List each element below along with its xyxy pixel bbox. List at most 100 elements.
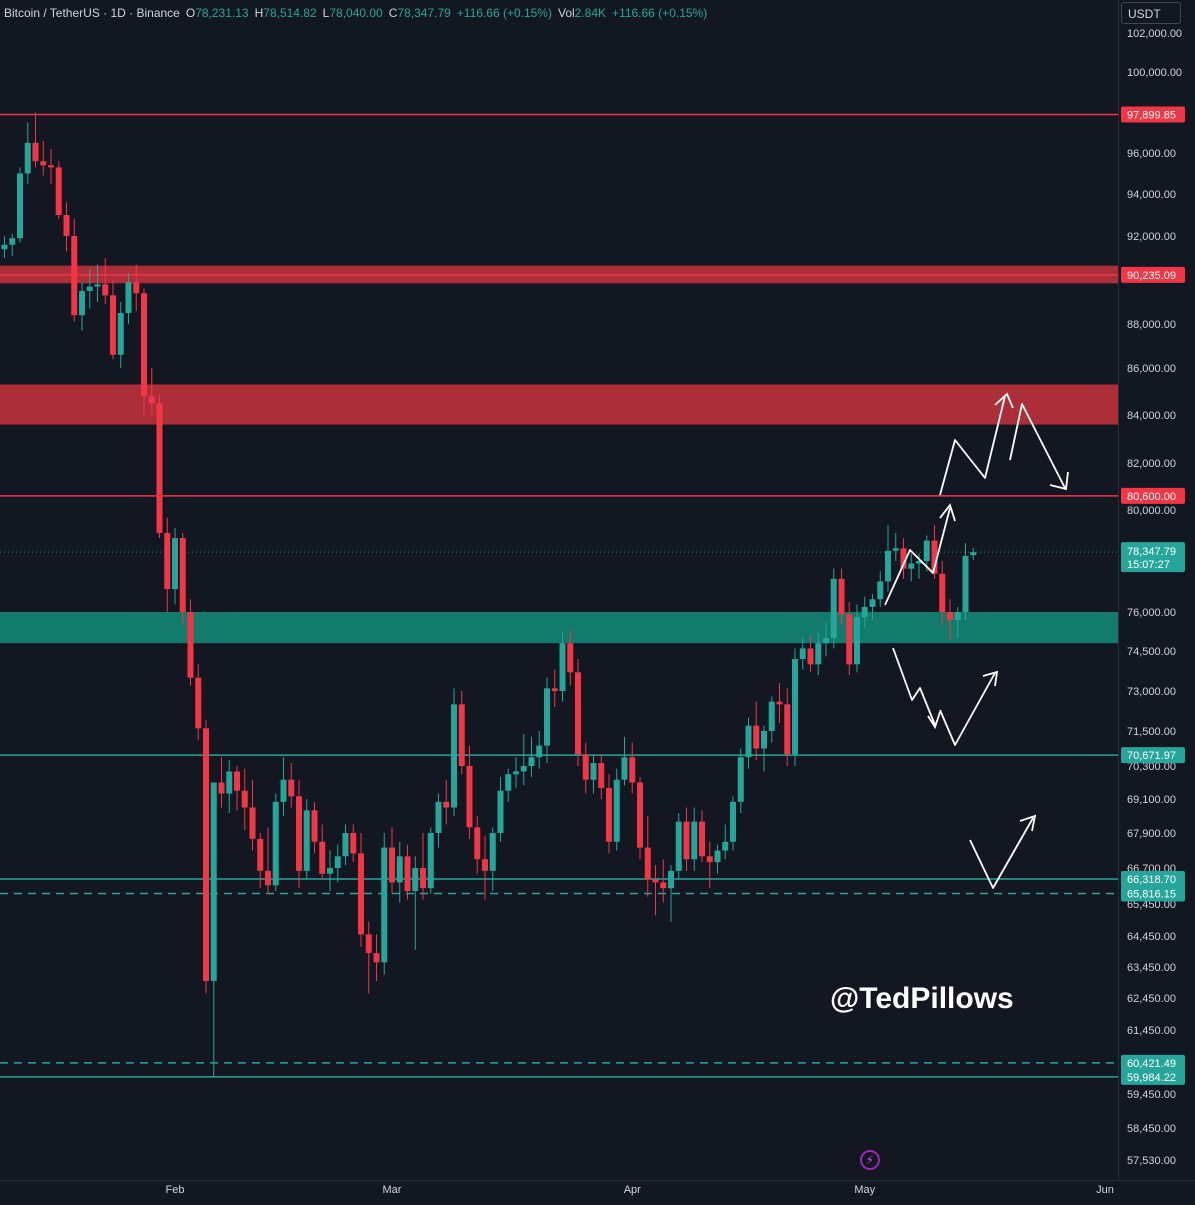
candle — [606, 774, 612, 854]
lightning-icon[interactable]: ⚡ — [860, 1150, 880, 1170]
candle-body — [257, 838, 264, 871]
candle — [71, 219, 78, 322]
candle-body — [815, 643, 822, 665]
change-value: +116.66 (+0.15%) — [456, 6, 552, 20]
candle — [48, 148, 54, 184]
volume-change-value: +116.66 (+0.15%) — [612, 6, 708, 20]
price-tick-label: 76,000.00 — [1127, 607, 1176, 619]
low-key: L — [322, 6, 330, 20]
candle — [792, 648, 798, 766]
candles — [1, 112, 977, 1077]
candle-body — [675, 821, 682, 871]
bullish-path-arrow-2 — [939, 392, 1014, 496]
resistance-zone-2 — [0, 384, 1118, 425]
candle-body — [350, 833, 357, 854]
candle — [474, 816, 481, 874]
candle — [497, 777, 504, 842]
price-axis: 102,000.00 100,000.00 96,000.00 94,000.00 92… — [1118, 0, 1185, 1180]
price-tick-label: 61,450.00 — [1127, 1025, 1176, 1037]
candle — [861, 596, 868, 628]
symbol-legend: Bitcoin / TetherUS · 1D · Binance O 78,2… — [4, 4, 713, 22]
currency-button[interactable]: USDT — [1121, 2, 1181, 24]
candle — [373, 934, 380, 981]
candle — [482, 835, 488, 900]
bounce-arrow-1-line — [939, 672, 996, 746]
symbol-title[interactable]: Bitcoin / TetherUS · 1D · Binance — [4, 6, 180, 20]
candle-body — [148, 396, 155, 404]
bullish-path-arrow-1 — [884, 503, 956, 606]
candle — [962, 543, 969, 620]
candle-body — [606, 788, 612, 842]
candle — [644, 816, 651, 897]
candle-body — [551, 688, 558, 691]
candle — [683, 807, 690, 871]
candle — [737, 748, 744, 814]
candle — [536, 731, 543, 769]
candle-body — [536, 745, 543, 758]
time-tick-label: Mar — [383, 1184, 402, 1196]
price-tick-label: 88,000.00 — [1127, 319, 1176, 331]
price-tick-label: 84,000.00 — [1127, 410, 1176, 422]
candle-body — [443, 801, 450, 808]
candle — [435, 793, 442, 848]
level-tag-bg — [1121, 1068, 1185, 1085]
low-value: 78,040.00 — [329, 6, 383, 20]
level-tag-label: 60,421.49 — [1127, 1058, 1176, 1070]
rejection-arrow — [1009, 403, 1069, 491]
candle-body — [420, 868, 426, 889]
candle-body — [71, 236, 78, 316]
level-tag-bg — [1121, 1054, 1185, 1071]
candle-body — [311, 810, 318, 842]
candle-body — [125, 282, 132, 313]
candle-body — [544, 688, 550, 746]
close-value: 78,347.79 — [397, 6, 451, 20]
candle-body — [9, 238, 16, 245]
candle — [551, 669, 558, 707]
candle — [179, 532, 186, 625]
candle — [389, 827, 395, 894]
candle-body — [861, 606, 868, 618]
candle-body — [435, 801, 442, 833]
candle — [133, 264, 140, 311]
time-tick-label: Apr — [624, 1184, 641, 1196]
candle-body — [381, 847, 388, 963]
candle-body — [241, 790, 248, 808]
candle — [784, 688, 791, 766]
level-tag-bg — [1121, 106, 1185, 123]
price-tick-label: 80,000.00 — [1127, 505, 1176, 517]
candle — [412, 856, 419, 950]
candle — [427, 827, 434, 894]
countdown-label: 15:07:27 — [1127, 559, 1170, 571]
candle-body — [776, 701, 783, 705]
level-tag-2: 90,235.09 — [1121, 266, 1185, 283]
level-tag-6: 65,816.15 — [1121, 885, 1185, 902]
candle-body — [482, 859, 488, 871]
rejection-arrow-line — [1009, 403, 1066, 489]
price-tick-label: 102,000.00 — [1127, 28, 1182, 40]
time-tick-label: Feb — [166, 1184, 185, 1196]
candle — [381, 833, 388, 975]
candle-body — [629, 757, 636, 783]
high-key: H — [254, 6, 264, 20]
candle — [745, 717, 752, 769]
candle — [404, 844, 411, 900]
candle-body — [823, 638, 829, 644]
candle-body — [722, 841, 729, 851]
author-watermark: @TedPillows — [830, 982, 1014, 1015]
candle-body — [954, 612, 961, 620]
level-tag-label: 80,600.00 — [1127, 491, 1176, 503]
candle-body — [373, 953, 380, 963]
candle-body — [187, 612, 194, 678]
candle — [226, 760, 233, 814]
candle — [32, 112, 39, 168]
candle-body — [489, 833, 496, 871]
candle-body — [458, 704, 465, 766]
candle — [334, 844, 341, 883]
candle — [241, 768, 248, 831]
candle-body — [792, 659, 798, 755]
candle — [55, 161, 62, 220]
